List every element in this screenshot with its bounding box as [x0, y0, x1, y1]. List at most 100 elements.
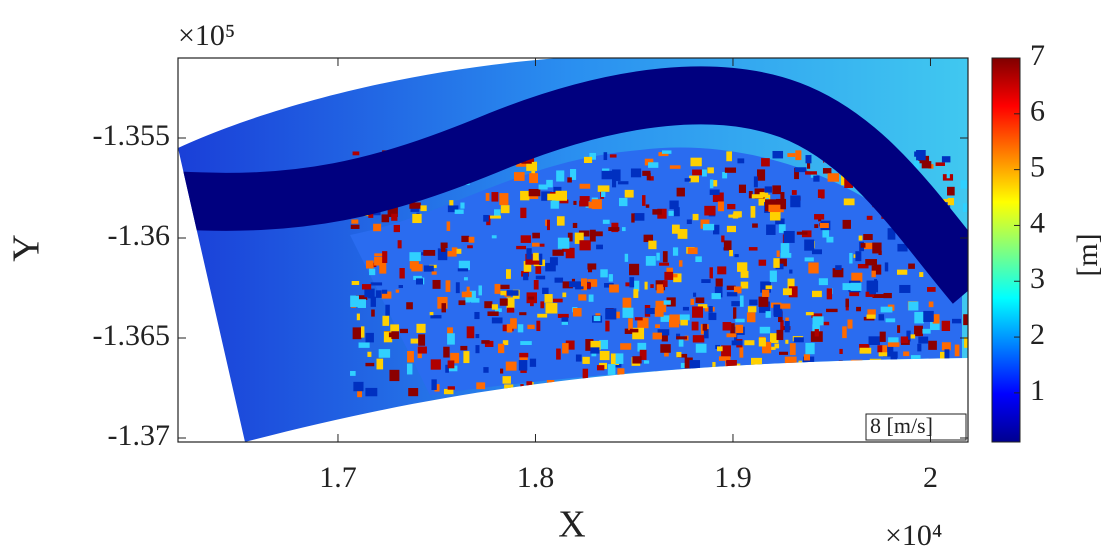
building — [860, 348, 872, 354]
building — [964, 337, 971, 348]
building — [536, 321, 540, 331]
building — [807, 163, 810, 169]
building — [406, 302, 413, 309]
building — [481, 340, 489, 344]
building — [880, 388, 892, 398]
building — [779, 352, 788, 355]
building — [657, 284, 664, 293]
y-tick-label: -1.36 — [108, 219, 171, 252]
building — [963, 203, 971, 212]
building — [520, 341, 532, 345]
building — [567, 382, 579, 392]
building — [460, 203, 464, 209]
building — [642, 195, 645, 206]
building — [747, 375, 751, 381]
building — [717, 389, 723, 399]
building — [379, 262, 386, 274]
building — [739, 185, 746, 193]
building — [609, 274, 613, 281]
building — [748, 306, 757, 312]
building — [776, 367, 782, 373]
building — [441, 243, 445, 252]
building — [603, 220, 610, 224]
building — [870, 365, 874, 371]
building — [495, 284, 501, 294]
building — [869, 336, 880, 345]
building — [695, 256, 701, 262]
building — [459, 300, 466, 305]
building — [600, 269, 607, 277]
building — [382, 316, 389, 326]
building — [580, 196, 590, 201]
building — [382, 251, 387, 263]
building — [946, 382, 953, 392]
building — [945, 385, 949, 394]
building — [418, 347, 427, 354]
building — [923, 311, 933, 322]
building — [630, 329, 639, 333]
building — [628, 318, 633, 330]
building — [351, 219, 358, 223]
building — [520, 191, 529, 200]
building — [829, 375, 836, 381]
building — [787, 153, 795, 157]
building — [430, 312, 434, 315]
building — [409, 252, 420, 261]
building — [674, 207, 680, 216]
building — [790, 343, 796, 355]
building — [865, 259, 877, 265]
building — [382, 214, 390, 222]
building — [446, 280, 451, 292]
building — [826, 237, 833, 243]
building — [670, 165, 681, 169]
building — [869, 289, 876, 294]
building — [589, 295, 594, 302]
building — [379, 349, 390, 358]
building — [500, 291, 506, 295]
building — [749, 300, 757, 306]
building — [688, 247, 698, 254]
building — [773, 258, 779, 268]
building — [738, 378, 742, 384]
building — [781, 385, 792, 390]
building — [456, 282, 460, 293]
y-tick-label: -1.37 — [108, 419, 171, 452]
building — [490, 216, 501, 219]
building — [467, 245, 473, 248]
building — [879, 314, 885, 320]
building — [573, 201, 576, 205]
building — [590, 230, 596, 242]
building — [827, 288, 832, 299]
colorbar — [992, 58, 1020, 442]
building — [371, 309, 375, 316]
building — [813, 176, 819, 182]
building — [902, 377, 909, 387]
building — [527, 325, 534, 329]
building — [693, 293, 696, 297]
building — [443, 347, 449, 358]
building — [956, 373, 964, 380]
chart: 8 [m/s] ×10⁵ ×10⁴ X Y [m] 1.71.81.92-1.3… — [0, 0, 1119, 552]
x-tick-label: 2 — [923, 461, 938, 494]
building — [710, 189, 720, 194]
building — [420, 205, 426, 211]
building — [534, 280, 539, 290]
building — [396, 290, 399, 293]
building — [526, 381, 532, 392]
building — [766, 311, 771, 318]
field — [170, 58, 976, 442]
building — [353, 382, 363, 391]
building — [576, 354, 582, 361]
building — [660, 344, 670, 353]
building — [361, 326, 364, 337]
building — [500, 298, 508, 305]
building — [881, 307, 893, 313]
building — [885, 262, 888, 271]
x-tick-label: 1.9 — [714, 461, 752, 494]
building — [366, 260, 374, 268]
building — [365, 363, 374, 366]
building — [722, 372, 732, 379]
building — [681, 363, 685, 368]
building — [474, 312, 479, 319]
colorbar-tick-label: 5 — [1030, 151, 1045, 184]
